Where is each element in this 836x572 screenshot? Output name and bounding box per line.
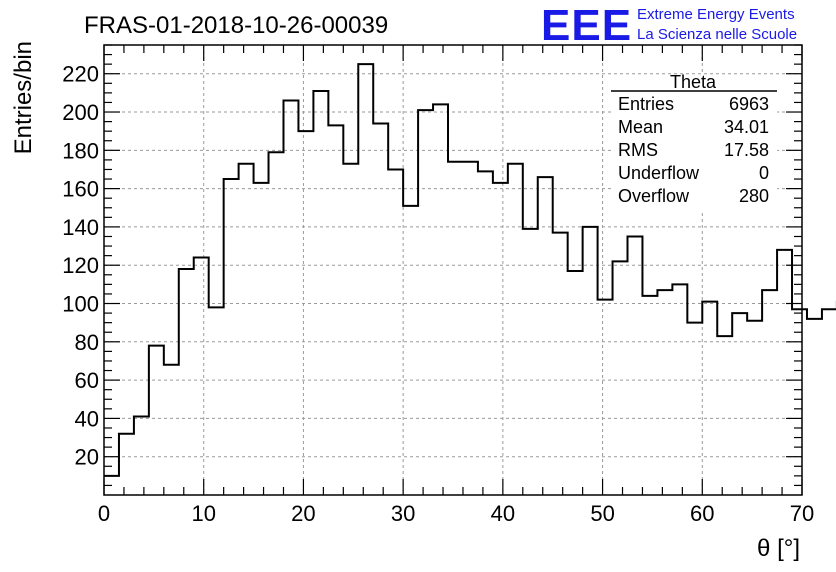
histogram-bin xyxy=(792,309,807,495)
y-tick-labels: 20 40 60 80 100 120 140 160 180 200 220 xyxy=(62,62,99,470)
stats-box: Theta Entries 6963 Mean 34.01 RMS 17.58 Underf… xyxy=(611,72,777,210)
histogram-bin xyxy=(642,296,657,495)
histogram-bin xyxy=(313,91,328,495)
histogram-bin xyxy=(478,171,493,495)
stats-title: Theta xyxy=(670,72,717,92)
x-tick-label: 60 xyxy=(690,501,714,526)
y-tick-label: 40 xyxy=(75,406,99,431)
chart-title: FRAS-01-2018-10-26-00039 xyxy=(84,12,388,39)
histogram-series xyxy=(104,63,836,495)
y-tick-label: 140 xyxy=(62,215,99,240)
stats-row-label: Mean xyxy=(618,117,663,137)
histogram-bin xyxy=(687,323,702,495)
y-tick-label: 100 xyxy=(62,292,99,317)
x-tick-label: 40 xyxy=(491,501,515,526)
histogram-bin xyxy=(822,309,836,495)
histogram-bin xyxy=(119,434,134,495)
histogram-bin xyxy=(717,336,732,495)
histogram-bin xyxy=(463,162,478,495)
stats-row-value: 280 xyxy=(739,186,769,206)
histogram-bin xyxy=(523,229,538,495)
histogram-bin xyxy=(583,227,598,495)
y-tick-label: 120 xyxy=(62,253,99,278)
stats-row-label: RMS xyxy=(618,140,658,160)
y-tick-label: 20 xyxy=(75,445,99,470)
histogram-bin xyxy=(448,162,463,495)
histogram-bin xyxy=(328,125,343,495)
stats-box-bg xyxy=(611,75,777,210)
stats-row-label: Overflow xyxy=(618,186,690,206)
x-axis-label: θ [°] xyxy=(757,535,800,562)
stats-row-value: 17.58 xyxy=(724,140,769,160)
histogram-bin xyxy=(702,302,717,495)
histogram-bin xyxy=(672,284,687,495)
histogram-bin xyxy=(283,101,298,495)
histogram-bin xyxy=(269,152,284,495)
y-tick-label: 160 xyxy=(62,177,99,202)
y-tick-label: 180 xyxy=(62,138,99,163)
x-tick-label: 20 xyxy=(291,501,315,526)
histogram-bin xyxy=(388,169,403,495)
histogram-bin xyxy=(224,179,239,495)
x-tick-labels: 0 10 20 30 40 50 60 70 xyxy=(98,501,814,526)
histogram-bin xyxy=(732,313,747,495)
histogram-outline xyxy=(104,63,836,477)
stats-row-value: 6963 xyxy=(729,94,769,114)
histogram-bin xyxy=(747,321,762,495)
y-tick-label: 220 xyxy=(62,62,99,87)
histogram-bin xyxy=(164,365,179,495)
histogram-bin xyxy=(807,319,822,495)
eee-logo: EEE Extreme Energy Events La Scienza nel… xyxy=(541,1,797,50)
histogram-bin xyxy=(628,236,643,495)
histogram-bin xyxy=(613,261,628,495)
histogram-bin xyxy=(179,269,194,495)
logo-line-1: Extreme Energy Events xyxy=(637,6,795,23)
histogram-bin xyxy=(433,104,448,495)
histogram-bin xyxy=(343,164,358,495)
y-tick-label: 200 xyxy=(62,100,99,125)
histogram-bin xyxy=(298,131,313,495)
stats-rows: Entries 6963 Mean 34.01 RMS 17.58 Underflow 0 Ov… xyxy=(618,94,769,206)
x-tick-label: 70 xyxy=(790,501,814,526)
y-axis-label: Entries/bin xyxy=(10,41,37,154)
histogram-bin xyxy=(657,290,672,495)
x-tick-label: 30 xyxy=(391,501,415,526)
x-tick-label: 0 xyxy=(98,501,110,526)
histogram-bin xyxy=(239,164,254,495)
histogram-bin xyxy=(777,250,792,495)
logo-mark: EEE xyxy=(541,1,632,50)
histogram-bin xyxy=(194,258,209,495)
histogram-bin xyxy=(418,110,433,495)
stats-row-label: Entries xyxy=(618,94,674,114)
y-tick-label: 60 xyxy=(75,368,99,393)
histogram-bin xyxy=(254,183,269,495)
histogram-bin xyxy=(538,177,553,495)
x-tick-label: 50 xyxy=(590,501,614,526)
histogram-bin xyxy=(149,346,164,495)
histogram-bin xyxy=(209,307,224,495)
stats-row-label: Underflow xyxy=(618,163,700,183)
stats-row-value: 0 xyxy=(759,163,769,183)
logo-line-2: La Scienza nelle Scuole xyxy=(637,26,797,43)
stats-row-value: 34.01 xyxy=(724,117,769,137)
histogram-bin xyxy=(358,64,373,495)
histogram-bin xyxy=(493,183,508,495)
histogram-bin xyxy=(598,300,613,495)
histogram-bin xyxy=(403,206,418,495)
histogram-bin xyxy=(568,271,583,495)
plot-frame xyxy=(103,44,803,496)
histogram-bin xyxy=(553,233,568,495)
y-tick-label: 80 xyxy=(75,330,99,355)
histogram-bin xyxy=(508,164,523,495)
histogram-bin xyxy=(134,416,149,495)
histogram-bin xyxy=(373,124,388,495)
x-tick-label: 10 xyxy=(191,501,215,526)
axis-ticks xyxy=(103,44,803,495)
histogram-bin xyxy=(762,290,777,495)
